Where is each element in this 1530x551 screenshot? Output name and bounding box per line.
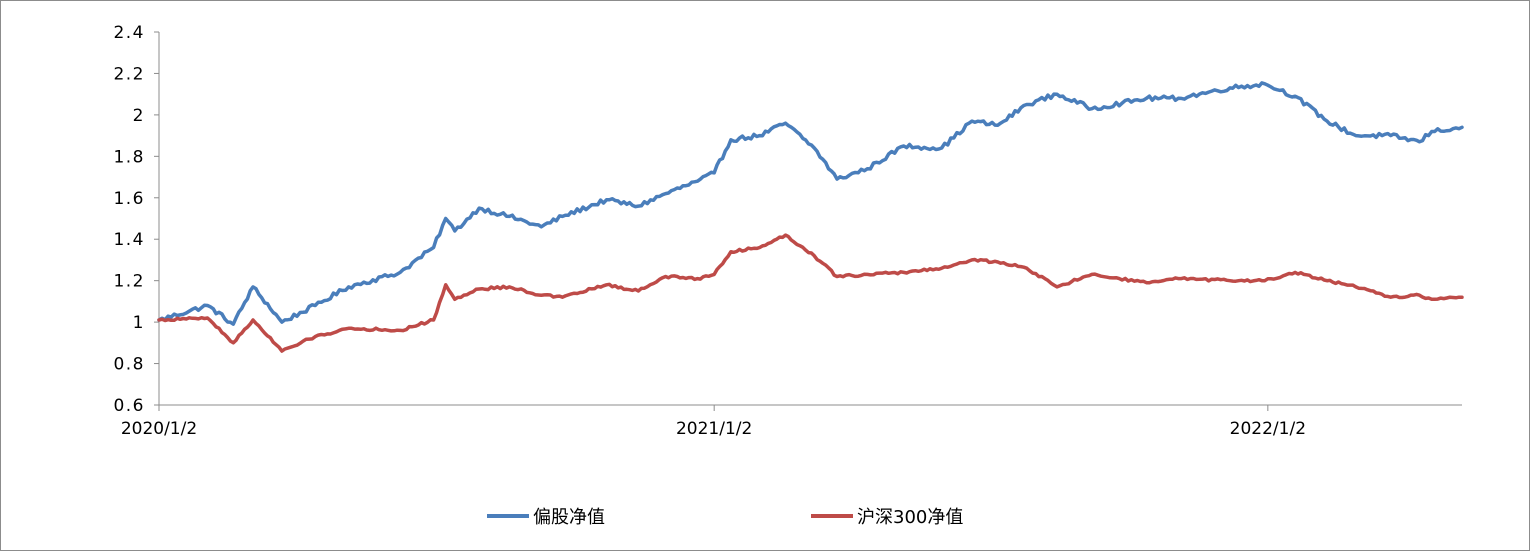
y-tick-label: 0.8	[113, 355, 145, 375]
x-tick-label: 2022/1/2	[1230, 419, 1306, 439]
y-tick-label: 1.2	[113, 272, 145, 292]
chart-axes: 0.6 0.8 1 1.2 1.4 1.6 1.8 2 2.2 2.4 2020/1/2 2021/1…	[113, 23, 1462, 439]
series-line-1	[157, 233, 1464, 353]
series-line-0	[157, 81, 1464, 326]
x-tick-label: 2021/1/2	[676, 419, 752, 439]
y-tick-label: 2.4	[113, 23, 145, 43]
y-tick-label: 0.6	[113, 396, 145, 416]
y-tick-label: 1.4	[113, 230, 145, 250]
x-tick-label: 2020/1/2	[121, 419, 197, 439]
chart-series-lines	[157, 81, 1464, 353]
y-tick-label: 2	[133, 106, 145, 126]
chart-legend: 偏股净值 沪深300净值	[487, 507, 963, 528]
y-tick-label: 2.2	[113, 64, 145, 84]
y-tick-label: 1	[133, 313, 145, 333]
legend-label-hs300: 沪深300净值	[857, 507, 963, 528]
legend-label-pianguo: 偏股净值	[533, 507, 605, 528]
y-tick-label: 1.6	[113, 189, 145, 209]
y-tick-label: 1.8	[113, 147, 145, 167]
